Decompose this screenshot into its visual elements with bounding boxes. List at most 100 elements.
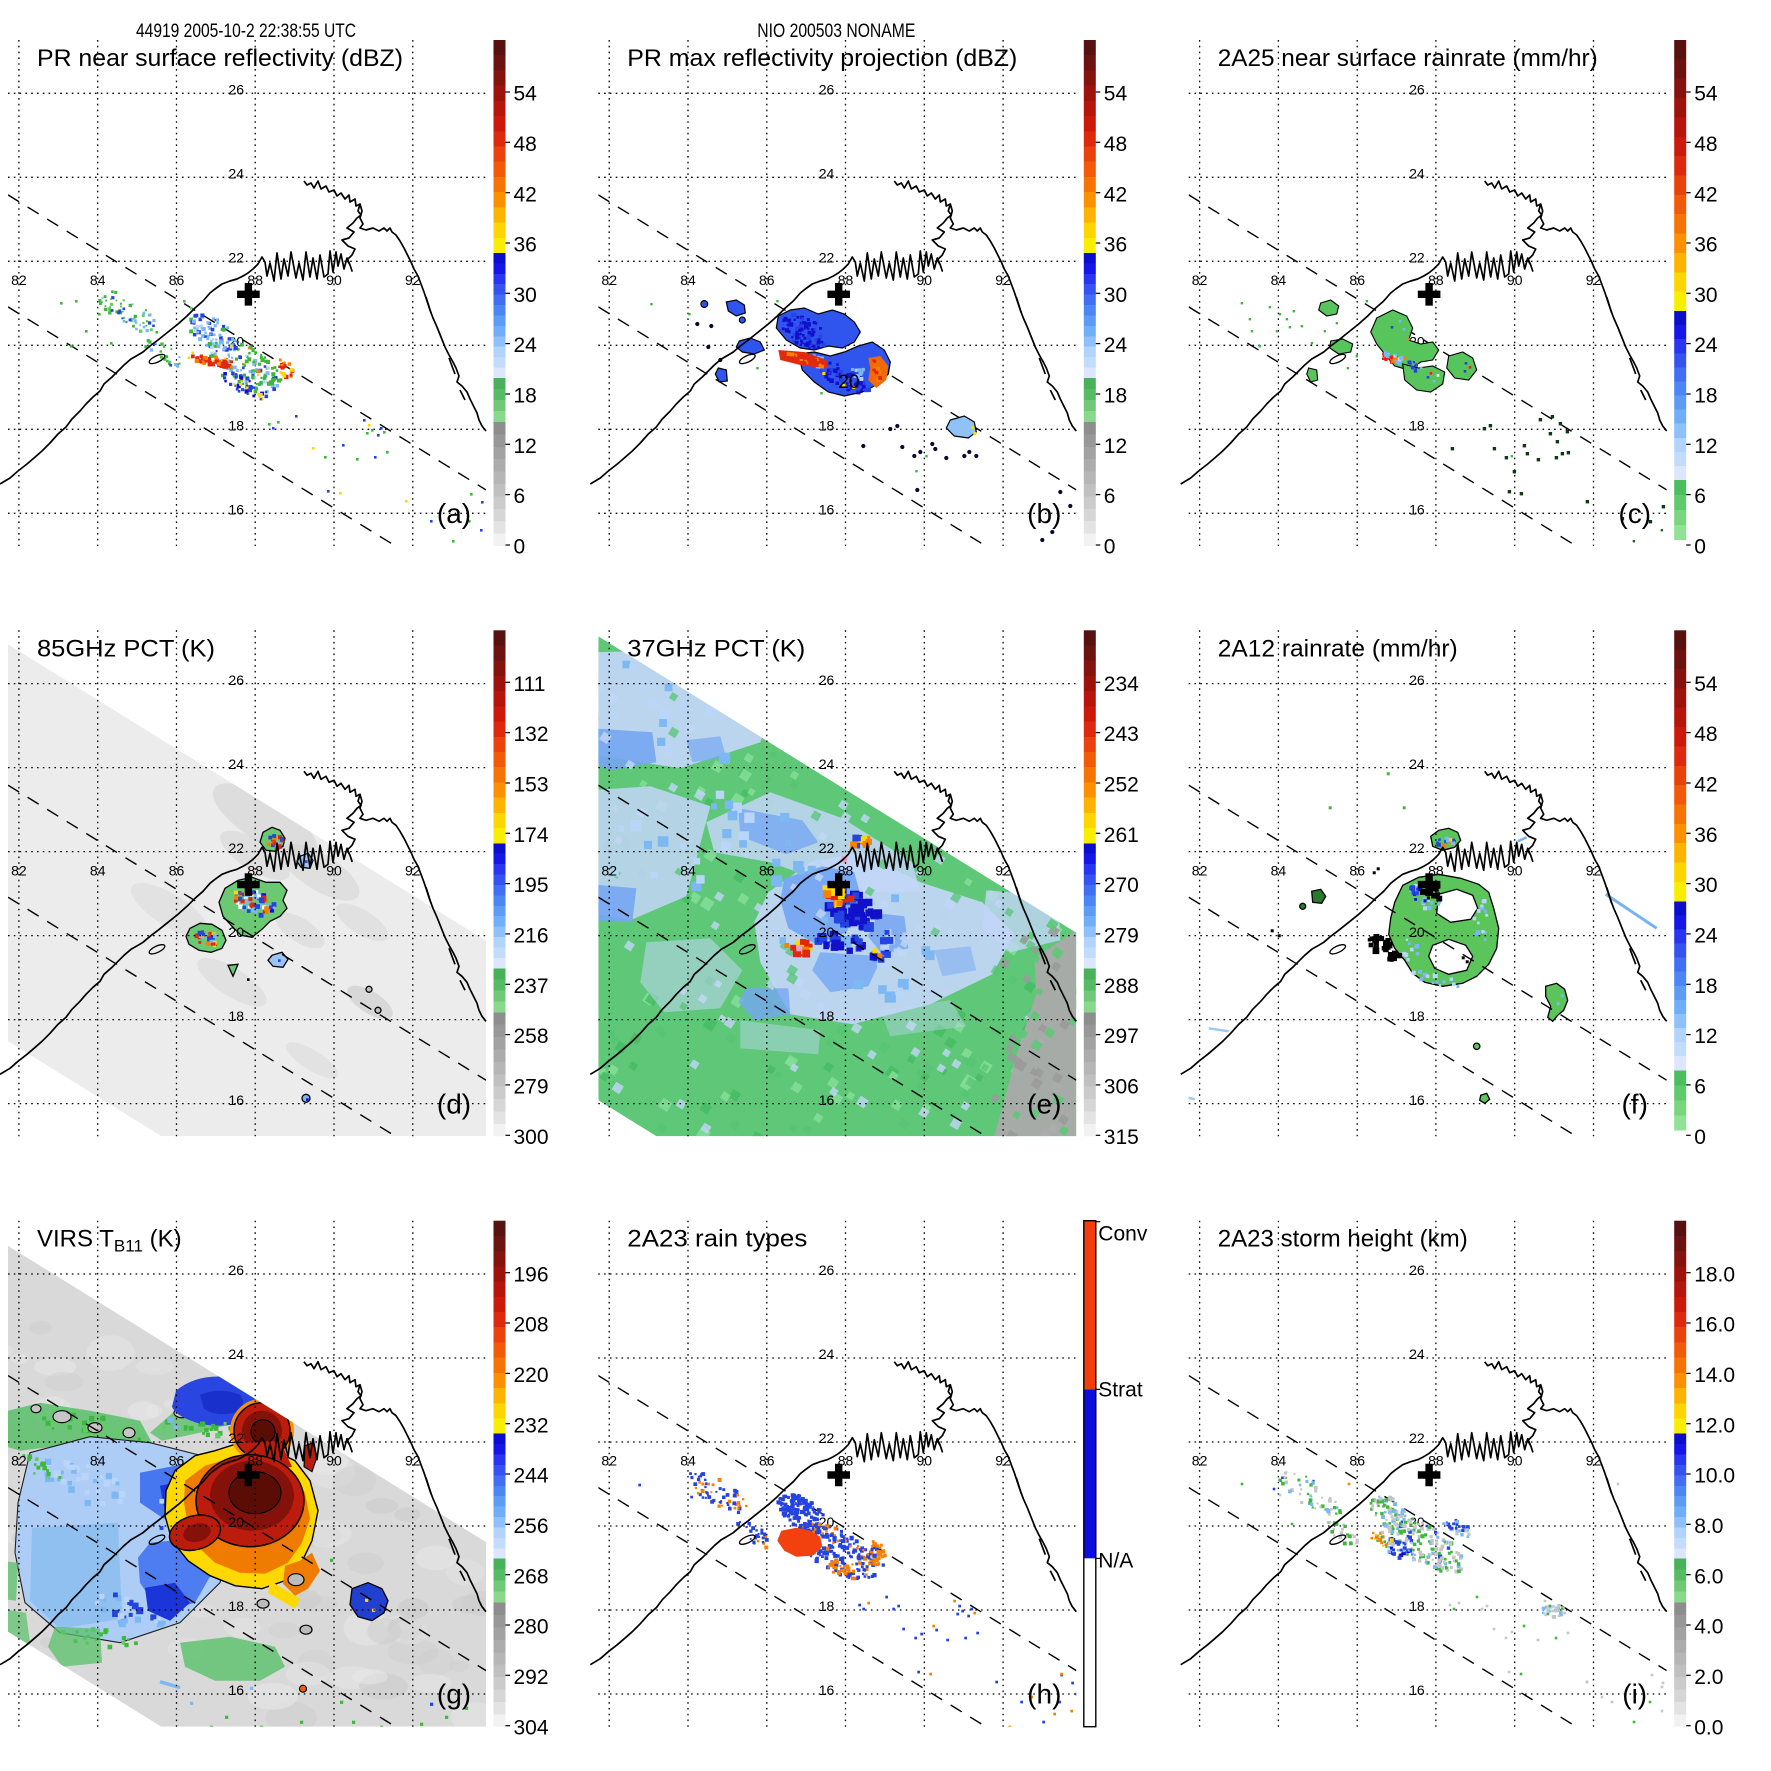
svg-text:237: 237: [514, 975, 549, 998]
svg-text:8.0: 8.0: [1694, 1515, 1723, 1538]
svg-text:36: 36: [514, 234, 537, 257]
svg-text:270: 270: [1104, 874, 1139, 897]
svg-text:(c): (c): [1618, 498, 1651, 529]
svg-text:220: 220: [514, 1364, 549, 1387]
svg-text:42: 42: [1694, 774, 1717, 797]
svg-text:PR max reflectivity projection: PR max reflectivity projection (dBZ): [627, 45, 1017, 72]
svg-text:18: 18: [514, 385, 537, 408]
svg-text:252: 252: [1104, 774, 1139, 797]
svg-text:18.0: 18.0: [1694, 1263, 1735, 1286]
svg-text:12: 12: [514, 435, 537, 458]
svg-text:37GHz PCT (K): 37GHz PCT (K): [627, 635, 805, 662]
svg-text:54: 54: [1104, 83, 1128, 106]
svg-text:261: 261: [1104, 824, 1139, 847]
svg-text:174: 174: [514, 824, 549, 847]
svg-text:2A23 rain types: 2A23 rain types: [627, 1226, 807, 1253]
svg-text:(a): (a): [437, 498, 471, 529]
svg-text:85GHz PCT (K): 85GHz PCT (K): [37, 635, 215, 662]
svg-text:0: 0: [514, 536, 526, 559]
svg-text:30: 30: [514, 284, 537, 307]
svg-text:42: 42: [1694, 183, 1717, 206]
svg-text:0: 0: [1694, 1126, 1706, 1149]
svg-text:30: 30: [1694, 284, 1717, 307]
svg-text:243: 243: [1104, 723, 1139, 746]
svg-text:18: 18: [1694, 975, 1717, 998]
svg-text:24: 24: [1104, 334, 1128, 357]
svg-text:256: 256: [514, 1515, 549, 1538]
svg-text:54: 54: [1694, 673, 1718, 696]
svg-text:153: 153: [514, 774, 549, 797]
svg-text:0.0: 0.0: [1694, 1716, 1723, 1739]
svg-text:PR near surface reflectivity (: PR near surface reflectivity (dBZ): [37, 45, 403, 72]
svg-text:208: 208: [514, 1314, 549, 1337]
svg-text:18: 18: [1694, 385, 1717, 408]
svg-text:42: 42: [514, 183, 537, 206]
svg-text:6: 6: [1694, 485, 1706, 508]
svg-text:48: 48: [514, 133, 537, 156]
svg-text:10.0: 10.0: [1694, 1465, 1735, 1488]
svg-text:2.0: 2.0: [1694, 1666, 1723, 1689]
svg-text:2A23 storm height (km): 2A23 storm height (km): [1218, 1226, 1468, 1253]
svg-text:292: 292: [514, 1666, 549, 1689]
svg-text:36: 36: [1694, 234, 1717, 257]
svg-text:30: 30: [1104, 284, 1127, 307]
svg-text:(b): (b): [1027, 498, 1061, 529]
svg-text:(g): (g): [437, 1679, 471, 1710]
svg-text:315: 315: [1104, 1126, 1139, 1149]
svg-text:24: 24: [1694, 925, 1718, 948]
svg-text:0: 0: [1104, 536, 1116, 559]
svg-text:48: 48: [1694, 723, 1717, 746]
svg-text:(f): (f): [1621, 1088, 1647, 1119]
svg-text:36: 36: [1694, 824, 1717, 847]
svg-text:16.0: 16.0: [1694, 1314, 1735, 1337]
svg-text:2A25 near surface rainrate (mm: 2A25 near surface rainrate (mm/hr): [1218, 45, 1598, 72]
svg-text:2A12 rainrate (mm/hr): 2A12 rainrate (mm/hr): [1218, 635, 1458, 662]
svg-text:48: 48: [1104, 133, 1127, 156]
svg-text:196: 196: [514, 1263, 549, 1286]
svg-text:297: 297: [1104, 1025, 1139, 1048]
svg-text:6: 6: [514, 485, 526, 508]
svg-text:54: 54: [514, 83, 538, 106]
svg-text:6.0: 6.0: [1694, 1565, 1723, 1588]
svg-text:304: 304: [514, 1716, 549, 1739]
svg-text:36: 36: [1104, 234, 1127, 257]
svg-text:111: 111: [514, 673, 546, 696]
svg-text:300: 300: [514, 1126, 549, 1149]
svg-text:24: 24: [514, 334, 538, 357]
svg-text:195: 195: [514, 874, 549, 897]
svg-text:VIRS TB11 (K): VIRS TB11 (K): [37, 1226, 182, 1256]
svg-text:30: 30: [1694, 874, 1717, 897]
svg-text:12: 12: [1694, 1025, 1717, 1048]
svg-text:4.0: 4.0: [1694, 1616, 1723, 1639]
svg-text:20: 20: [838, 372, 859, 393]
svg-text:44919 2005-10-2 22:38:55 UTC: 44919 2005-10-2 22:38:55 UTC: [136, 21, 356, 42]
svg-text:258: 258: [514, 1025, 549, 1048]
svg-text:(d): (d): [437, 1088, 471, 1119]
svg-text:0: 0: [1694, 536, 1706, 559]
svg-text:232: 232: [514, 1414, 549, 1437]
svg-text:N/A: N/A: [1098, 1550, 1133, 1573]
svg-text:280: 280: [514, 1616, 549, 1639]
svg-text:Conv: Conv: [1098, 1223, 1148, 1246]
svg-text:234: 234: [1104, 673, 1139, 696]
svg-text:132: 132: [514, 723, 549, 746]
svg-text:244: 244: [514, 1465, 549, 1488]
svg-text:(h): (h): [1027, 1679, 1061, 1710]
svg-text:12: 12: [1694, 435, 1717, 458]
svg-text:48: 48: [1694, 133, 1717, 156]
svg-text:(e): (e): [1027, 1088, 1061, 1119]
svg-text:24: 24: [1694, 334, 1718, 357]
svg-text:6: 6: [1104, 485, 1116, 508]
svg-text:6: 6: [1694, 1076, 1706, 1099]
svg-text:NIO 200503 NONAME: NIO 200503 NONAME: [757, 21, 915, 42]
svg-text:Strat: Strat: [1098, 1379, 1143, 1402]
svg-text:288: 288: [1104, 975, 1139, 998]
svg-text:12: 12: [1104, 435, 1127, 458]
svg-text:(i): (i): [1622, 1679, 1647, 1710]
svg-text:54: 54: [1694, 83, 1718, 106]
svg-text:306: 306: [1104, 1076, 1139, 1099]
svg-text:42: 42: [1104, 183, 1127, 206]
svg-text:12.0: 12.0: [1694, 1414, 1735, 1437]
svg-text:268: 268: [514, 1565, 549, 1588]
svg-text:279: 279: [514, 1076, 549, 1099]
